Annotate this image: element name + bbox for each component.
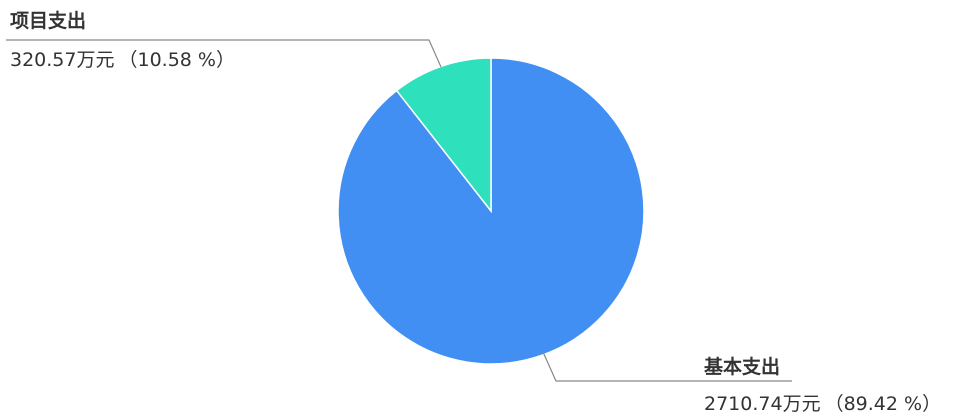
leader-line-basic [542,351,792,382]
pie-slices [337,57,645,365]
slice-label-name-basic: 基本支出 [703,355,780,378]
slice-label-name-project: 项目支出 [10,9,86,32]
slice-label-value-basic: 2710.74万元 （89.42 %） [704,393,941,415]
slice-percent-project: （10.58 %） [118,49,235,71]
leader-line-project [6,39,442,68]
slice-label-project: 项目支出 320.57万元 （10.58 %） [6,9,442,71]
slice-value-project: 320.57万元 [10,49,114,71]
slice-label-value-project: 320.57万元 （10.58 %） [10,49,235,71]
slice-value-basic: 2710.74万元 [704,393,821,415]
slice-label-basic: 基本支出 2710.74万元 （89.42 %） [542,351,941,415]
slice-percent-basic: （89.42 %） [825,393,942,415]
